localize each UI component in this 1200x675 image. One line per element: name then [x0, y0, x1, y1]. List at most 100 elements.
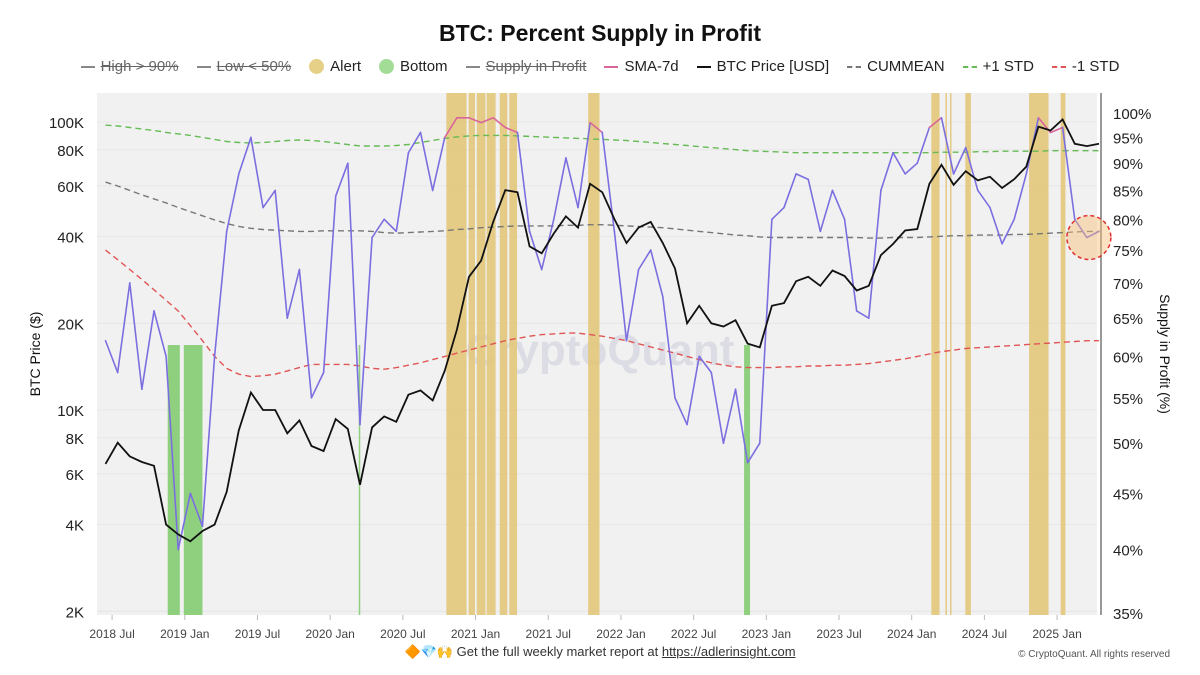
sma-7d-segment [153, 310, 167, 358]
sma-7d-segment [359, 236, 373, 426]
y-tick-left: 80K [57, 143, 84, 160]
footer-text: Get the full weekly market report at [456, 644, 662, 659]
legend-item--1-std[interactable]: +1 STD [962, 58, 1034, 75]
legend-swatch [962, 65, 977, 68]
legend-item-alert[interactable]: Alert [309, 58, 361, 75]
x-tick-label: 2018 Jul [89, 627, 134, 641]
sma-7d-segment [238, 136, 252, 175]
sma-7d-segment [383, 218, 398, 233]
sma-7d-segment [492, 116, 507, 129]
report-link[interactable]: https://adlerinsight.com [661, 644, 796, 659]
sma-7d-segment [1073, 218, 1088, 239]
legend-item-bottom[interactable]: Bottom [379, 58, 448, 75]
y-tick-left: 100K [49, 115, 84, 132]
legend-item-sma-7d[interactable]: SMA-7d [604, 58, 679, 75]
x-tick-label: 2023 Jan [742, 627, 791, 641]
sma-7d-segment [722, 388, 737, 445]
legend-item-supply-in-profit[interactable]: Supply in Profit [465, 58, 587, 75]
footer: 🔶💎🙌 Get the full weekly market report at… [0, 644, 1200, 660]
y-tick-left: 8K [66, 431, 84, 448]
sma-7d-segment [577, 121, 591, 209]
y-tick-right: 60% [1113, 349, 1143, 366]
bottom-band [183, 345, 203, 615]
x-tick-label: 2020 Jul [380, 627, 425, 641]
legend-item--1-std[interactable]: -1 STD [1051, 58, 1120, 75]
highlight-circle [1066, 214, 1112, 261]
legend-item-low-50-[interactable]: Low < 50% [196, 58, 291, 75]
y-tick-right: 65% [1113, 311, 1143, 328]
sma-7d-segment [649, 249, 664, 298]
legend-label: SMA-7d [624, 58, 679, 75]
sma-7d-segment [989, 206, 1003, 245]
legend-label: -1 STD [1071, 58, 1120, 75]
chart-title: BTC: Percent Supply in Profit [438, 20, 762, 46]
x-tick-label: 2024 Jul [962, 627, 1007, 641]
y-tick-right: 80% [1113, 212, 1143, 229]
legend-label: +1 STD [982, 58, 1034, 75]
alert-band [499, 93, 508, 615]
sma-7d-segment [141, 310, 155, 391]
x-tick-label: 2023 Jul [816, 627, 861, 641]
y-tick-left: 2K [66, 604, 84, 621]
alert-band [588, 93, 600, 615]
x-tick-label: 2021 Jul [526, 627, 571, 641]
emoji-icons: 🔶💎🙌 [404, 644, 454, 659]
sma-7d-segment [177, 492, 192, 551]
y-tick-left: 20K [57, 316, 84, 333]
sma-7d-segment [952, 146, 967, 175]
alert-band [1060, 93, 1066, 615]
sma-7d-segment [916, 126, 931, 164]
sma-7d-segment [589, 121, 604, 134]
legend-item-high-90-[interactable]: High > 90% [80, 58, 179, 75]
sma-7d-segment [686, 355, 700, 426]
legend-label: BTC Price [USD] [716, 58, 830, 75]
sma-7d-segment [892, 151, 906, 175]
sma-7d-segment [419, 131, 434, 192]
sma-7d-segment [904, 162, 919, 175]
x-tick-label: 2019 Jan [160, 627, 209, 641]
legend-swatch [309, 59, 325, 74]
sma-7d-segment [165, 355, 180, 551]
alert-band [1029, 93, 1049, 615]
sma-7d-segment [807, 178, 822, 233]
legend-swatch [465, 65, 480, 68]
alert-band [476, 93, 486, 615]
sma-7d-segment [565, 157, 579, 209]
sma-7d-segment [468, 116, 482, 124]
legend-swatch [1051, 65, 1066, 68]
legend-item-cummean[interactable]: CUMMEAN [847, 58, 945, 75]
sma-7d-segment [371, 218, 385, 239]
plus-1-std-line [105, 124, 1099, 154]
sma-7d-segment [758, 218, 773, 445]
sma-7d-segment [395, 151, 410, 233]
sma-7d-segment [783, 173, 797, 209]
bottom-band [744, 345, 751, 615]
legend-label: Supply in Profit [485, 58, 587, 75]
sma-7d-segment [795, 173, 810, 181]
sma-7d-segment [977, 189, 991, 209]
sma-7d-segment [310, 371, 325, 399]
y-tick-left: 40K [57, 230, 84, 247]
legend-swatch [847, 65, 862, 68]
sma-7d-segment [298, 268, 313, 399]
sma-7d-segment [940, 116, 955, 175]
y-tick-right: 50% [1113, 436, 1143, 453]
alert-band [509, 93, 518, 615]
sma-7d-segment [662, 295, 676, 399]
legend-item-btc-price-usd-[interactable]: BTC Price [USD] [696, 58, 830, 75]
minus-1-std-line [105, 249, 1099, 378]
x-tick-label: 2024 Jan [887, 627, 936, 641]
x-tick-label: 2025 Jan [1032, 627, 1081, 641]
sma-7d-segment [128, 282, 143, 391]
sma-7d-segment [771, 206, 785, 221]
sma-7d-segment [637, 249, 652, 271]
alert-band [931, 93, 940, 615]
y-tick-right: 95% [1113, 130, 1143, 147]
y-axis-label-right: Supply in Profit (%) [1157, 294, 1173, 414]
sma-7d-segment [1086, 230, 1100, 239]
legend-swatch [80, 65, 95, 68]
sma-7d-segment [286, 268, 301, 320]
sma-7d-segment [1061, 126, 1076, 221]
sma-7d-segment [1049, 126, 1064, 134]
sma-7d-segment [407, 131, 422, 154]
